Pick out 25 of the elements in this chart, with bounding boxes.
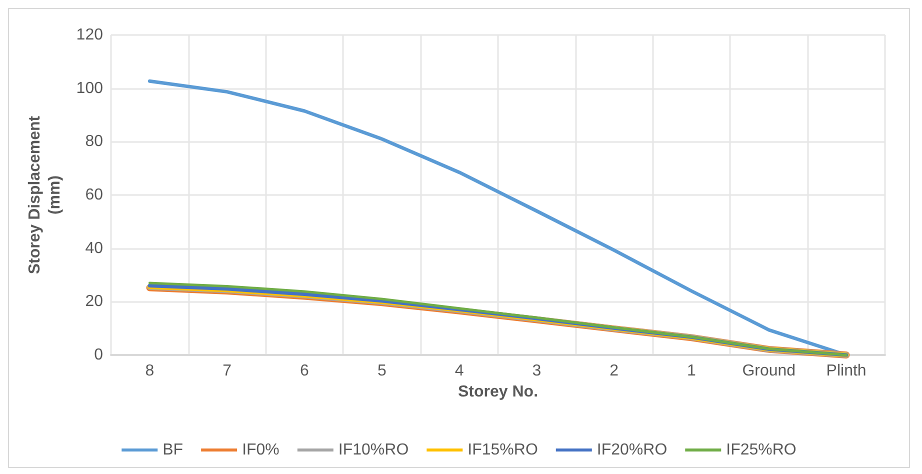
x-tick-label: 1 [687,362,696,380]
legend-label: IF20%RO [596,442,668,458]
x-tick-label: 3 [532,362,542,380]
legend-label: IF15%RO [468,442,538,458]
x-tick-label: 2 [610,362,619,380]
y-tick-label: 20 [85,293,104,310]
x-tick-label: Plinth [826,362,866,380]
legend-label: IF0% [242,442,280,458]
x-tick-label: 5 [377,362,386,380]
y-tick-label: 0 [94,346,104,364]
legend-label: BF [162,442,184,458]
x-axis-title: Storey No. [458,383,538,400]
x-tick-label: 8 [145,362,154,380]
y-tick-label: 80 [85,133,104,150]
y-axis-title: Storey Displacement (mm) [26,115,64,274]
x-tick-label: 6 [300,362,310,380]
y-tick-label: 100 [76,80,104,97]
legend-label: IF10%RO [338,442,409,458]
x-tick-label: 7 [222,362,232,380]
legend-label: IF25%RO [726,442,796,458]
x-tick-label: Ground [742,362,796,380]
y-tick-label: 60 [85,186,104,204]
y-tick-label: 40 [85,240,104,257]
y-tick-label: 120 [76,26,104,44]
x-tick-label: 4 [454,362,464,380]
